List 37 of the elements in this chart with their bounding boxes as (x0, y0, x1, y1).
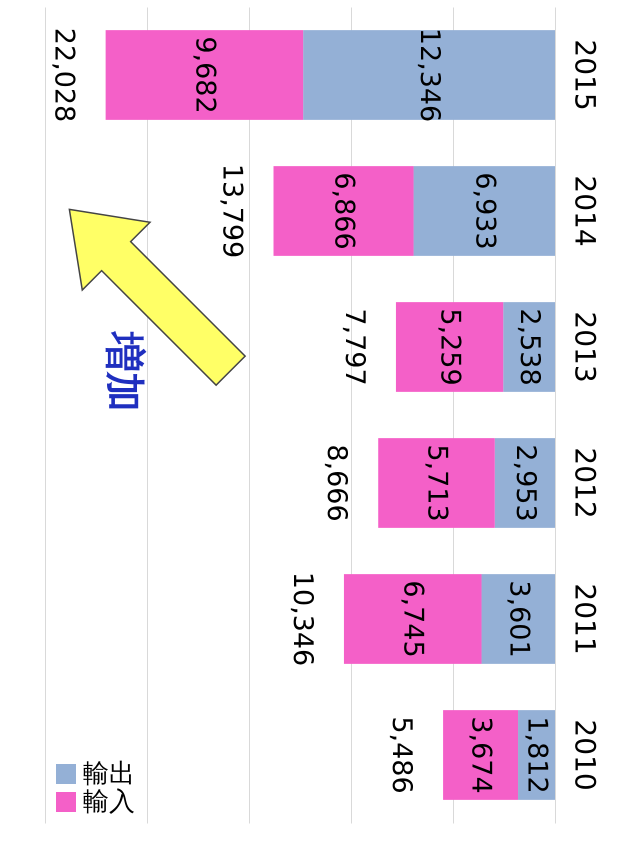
y-tick-label: 2014 (568, 175, 602, 247)
y-tick-label: 2011 (568, 583, 602, 655)
y-tick-label: 2010 (568, 719, 602, 791)
bar (494, 438, 555, 528)
total-label: 5,486 (386, 716, 418, 794)
data-label: 5,259 (434, 308, 466, 386)
data-label: 5,713 (421, 444, 452, 522)
data-label: 6,866 (328, 172, 360, 250)
total-label: 8,666 (321, 444, 352, 522)
bar (443, 710, 518, 800)
total-label: 7,797 (338, 308, 370, 386)
bar (274, 166, 414, 256)
bar (482, 574, 555, 664)
data-label: 3,601 (503, 580, 534, 658)
data-label: 6,745 (398, 580, 429, 658)
bar (106, 30, 304, 120)
total-label: 13,799 (216, 164, 248, 258)
annotation: 増加 (101, 330, 147, 412)
y-tick-label: 2013 (568, 311, 602, 383)
bar (378, 438, 495, 528)
bar (344, 574, 482, 664)
data-label: 2,538 (514, 308, 546, 386)
y-tick-label: 2012 (568, 447, 602, 519)
total-label: 10,346 (286, 572, 318, 666)
total-label: 22,028 (48, 28, 80, 122)
y-tick-label: 2015 (568, 39, 602, 111)
bar (303, 30, 555, 120)
data-label: 12,346 (414, 28, 446, 122)
legend-label: 輸出 (83, 759, 135, 789)
data-label: 9,682 (189, 36, 220, 114)
data-label: 6,933 (469, 172, 500, 250)
legend-label: 輸入 (83, 787, 135, 817)
bar (396, 302, 504, 392)
data-label: 2,953 (510, 444, 541, 522)
data-label: 1,812 (522, 716, 553, 794)
data-label: 3,674 (466, 716, 497, 794)
bar (414, 166, 555, 256)
